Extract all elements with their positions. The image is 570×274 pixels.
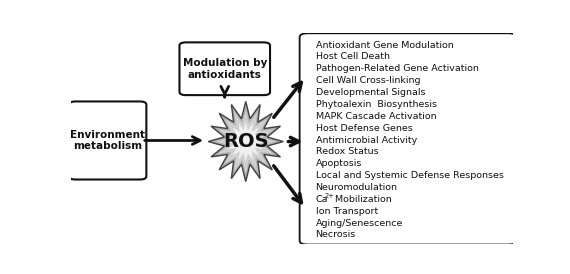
Text: Developmental Signals: Developmental Signals: [316, 88, 425, 97]
Text: Redox Status: Redox Status: [316, 147, 378, 156]
Text: Mobilization: Mobilization: [332, 195, 392, 204]
Text: Apoptosis: Apoptosis: [316, 159, 362, 168]
Text: Host Cell Death: Host Cell Death: [316, 53, 389, 61]
Text: MAPK Cascade Activation: MAPK Cascade Activation: [316, 112, 436, 121]
Text: Modulation by
antioxidants: Modulation by antioxidants: [182, 58, 267, 79]
Text: Phytoalexin  Biosynthesis: Phytoalexin Biosynthesis: [316, 100, 437, 109]
Text: Necrosis: Necrosis: [316, 230, 356, 239]
FancyBboxPatch shape: [69, 101, 146, 179]
Text: Neuromodulation: Neuromodulation: [316, 183, 397, 192]
FancyBboxPatch shape: [300, 33, 516, 244]
Text: Aging/Senescence: Aging/Senescence: [316, 219, 403, 228]
FancyBboxPatch shape: [180, 42, 270, 95]
Polygon shape: [208, 101, 283, 182]
Polygon shape: [215, 110, 276, 174]
Text: ROS: ROS: [223, 132, 268, 151]
Text: Local and Systemic Defense Responses: Local and Systemic Defense Responses: [316, 171, 503, 180]
Text: Host Defense Genes: Host Defense Genes: [316, 124, 412, 133]
Text: Antioxidant Gene Modulation: Antioxidant Gene Modulation: [316, 41, 453, 50]
Text: Pathogen-Related Gene Activation: Pathogen-Related Gene Activation: [316, 64, 478, 73]
Text: 2+: 2+: [324, 193, 334, 199]
Text: Antimicrobial Activity: Antimicrobial Activity: [316, 136, 417, 145]
Text: Environment
metabolism: Environment metabolism: [70, 130, 145, 151]
Polygon shape: [227, 121, 264, 162]
Text: Ca: Ca: [316, 195, 328, 204]
Text: Ion Transport: Ion Transport: [316, 207, 378, 216]
Text: Cell Wall Cross-linking: Cell Wall Cross-linking: [316, 76, 420, 85]
